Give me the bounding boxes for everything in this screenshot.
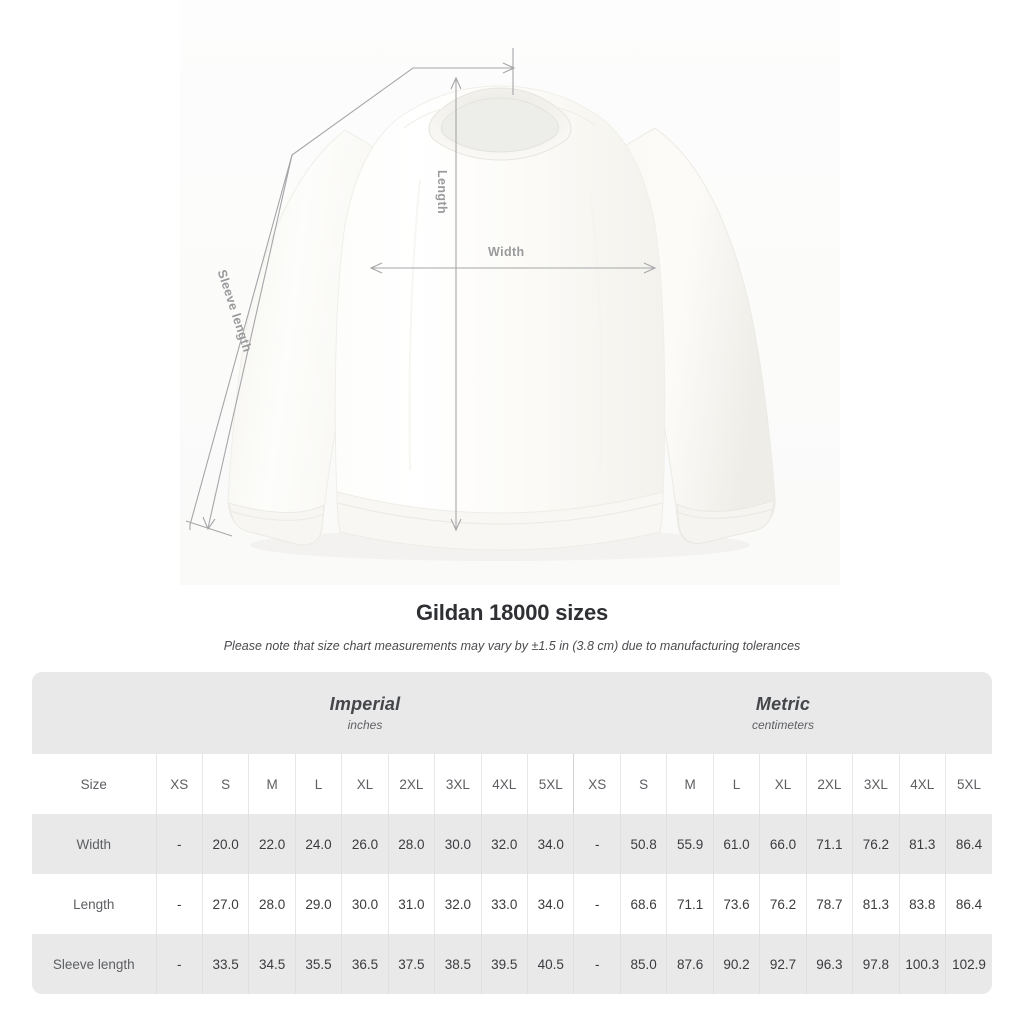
cell-metric: 85.0 (619, 934, 667, 994)
cell-imperial: - (155, 934, 203, 994)
cell-imperial: 35.5 (294, 934, 342, 994)
size-header-row: Size XS S M L XL 2XL 3XL 4XL 5XL XS S M L XL 2XL 3XL 4XL… (32, 754, 992, 814)
size-chart-table-wrap: Imperial inches Metric centimeters Size … (32, 672, 992, 994)
cell-imperial: 34.5 (248, 934, 296, 994)
cell-metric: 61.0 (712, 814, 760, 874)
cell-metric: - (573, 814, 621, 874)
size-header-metric-l: L (712, 754, 760, 814)
cell-metric: 86.4 (944, 874, 992, 934)
cell-imperial: 28.0 (248, 874, 296, 934)
cell-metric: 86.4 (944, 814, 992, 874)
size-header-imperial-3xl: 3XL (434, 754, 482, 814)
unit-header-metric: Metric centimeters (573, 672, 992, 754)
size-header-imperial-5xl: 5XL (526, 754, 574, 814)
size-header-imperial-m: M (248, 754, 296, 814)
cell-metric: 83.8 (898, 874, 946, 934)
cell-imperial: 38.5 (434, 934, 482, 994)
size-header-label: Size (32, 754, 156, 814)
table-row: Length -27.0 28.0 29.0 30.0 31.0 32.0 33.0 34.0-… (32, 874, 992, 934)
cell-imperial: 37.5 (387, 934, 435, 994)
size-header-imperial-xl: XL (341, 754, 389, 814)
size-header-metric-s: S (619, 754, 667, 814)
size-header-imperial-l: L (294, 754, 342, 814)
size-header-metric-2xl: 2XL (805, 754, 853, 814)
cell-imperial: 30.0 (434, 814, 482, 874)
size-header-metric-m: M (666, 754, 714, 814)
tolerance-note: Please note that size chart measurements… (223, 639, 801, 653)
cell-imperial: 31.0 (387, 874, 435, 934)
cell-metric: 71.1 (805, 814, 853, 874)
cell-imperial: 26.0 (341, 814, 389, 874)
length-measure-label: Length (435, 170, 449, 215)
size-header-metric-3xl: 3XL (852, 754, 900, 814)
size-header-metric-xs: XS (573, 754, 621, 814)
cell-metric: 73.6 (712, 874, 760, 934)
unit-subtitle-metric: centimeters (751, 717, 814, 732)
cell-metric: - (573, 934, 621, 994)
unit-band-spacer (32, 672, 156, 754)
cell-metric: 76.2 (852, 814, 900, 874)
unit-header-imperial: Imperial inches (156, 672, 574, 754)
cell-imperial: 28.0 (387, 814, 435, 874)
cell-imperial: 40.5 (526, 934, 574, 994)
page-title: Gildan 18000 sizes (415, 600, 609, 625)
table-row: Sleeve length -33.5 34.5 35.5 36.5 37.5 38.5 39… (32, 934, 992, 994)
cell-imperial: - (155, 814, 203, 874)
cell-metric: 100.3 (898, 934, 946, 994)
cell-imperial: 27.0 (201, 874, 249, 934)
cell-imperial: 20.0 (201, 814, 249, 874)
cell-metric: 102.9 (944, 934, 992, 994)
cell-metric: 50.8 (619, 814, 667, 874)
cell-imperial: 32.0 (480, 814, 528, 874)
unit-title-metric: Metric (755, 693, 811, 714)
cell-metric: 81.3 (852, 874, 900, 934)
unit-band-row: Imperial inches Metric centimeters (32, 672, 992, 754)
cell-metric: 66.0 (759, 814, 807, 874)
cell-imperial: 24.0 (294, 814, 342, 874)
cell-metric: 71.1 (666, 874, 714, 934)
cell-imperial: 33.5 (201, 934, 249, 994)
cell-metric: 55.9 (666, 814, 714, 874)
row-label-width: Width (32, 814, 156, 874)
row-label-length: Length (32, 874, 156, 934)
cell-imperial: 34.0 (526, 814, 574, 874)
unit-title-imperial: Imperial (329, 693, 401, 714)
size-header-imperial-s: S (201, 754, 249, 814)
cell-metric: 90.2 (712, 934, 760, 994)
cell-imperial: - (155, 874, 203, 934)
cell-imperial: 22.0 (248, 814, 296, 874)
cell-metric: 96.3 (805, 934, 853, 994)
cell-metric: 92.7 (759, 934, 807, 994)
cell-metric: 68.6 (619, 874, 667, 934)
size-header-metric-4xl: 4XL (898, 754, 946, 814)
width-measure-label: Width (488, 245, 525, 259)
cell-metric: 87.6 (666, 934, 714, 994)
cell-imperial: 34.0 (526, 874, 574, 934)
size-header-imperial-xs: XS (155, 754, 203, 814)
unit-subtitle-imperial: inches (347, 717, 383, 732)
cell-metric: 81.3 (898, 814, 946, 874)
cell-imperial: 39.5 (480, 934, 528, 994)
cell-metric: 97.8 (852, 934, 900, 994)
cell-metric: - (573, 874, 621, 934)
cell-metric: 76.2 (759, 874, 807, 934)
cell-imperial: 32.0 (434, 874, 482, 934)
cell-imperial: 30.0 (341, 874, 389, 934)
size-header-metric-xl: XL (759, 754, 807, 814)
table-row: Width -20.0 22.0 24.0 26.0 28.0 30.0 32.0 34.0-5… (32, 814, 992, 874)
garment-diagram: Length Width Sleeve length (180, 0, 840, 585)
size-header-metric-5xl: 5XL (944, 754, 992, 814)
title-block: Gildan 18000 sizes Please note that size… (0, 598, 1024, 654)
cell-imperial: 36.5 (341, 934, 389, 994)
cell-metric: 78.7 (805, 874, 853, 934)
size-header-imperial-4xl: 4XL (480, 754, 528, 814)
garment-illustration (185, 48, 776, 561)
cell-imperial: 33.0 (480, 874, 528, 934)
size-header-imperial-2xl: 2XL (387, 754, 435, 814)
row-label-sleeve-length: Sleeve length (32, 934, 156, 994)
cell-imperial: 29.0 (294, 874, 342, 934)
size-chart-table: Imperial inches Metric centimeters Size … (32, 672, 992, 994)
